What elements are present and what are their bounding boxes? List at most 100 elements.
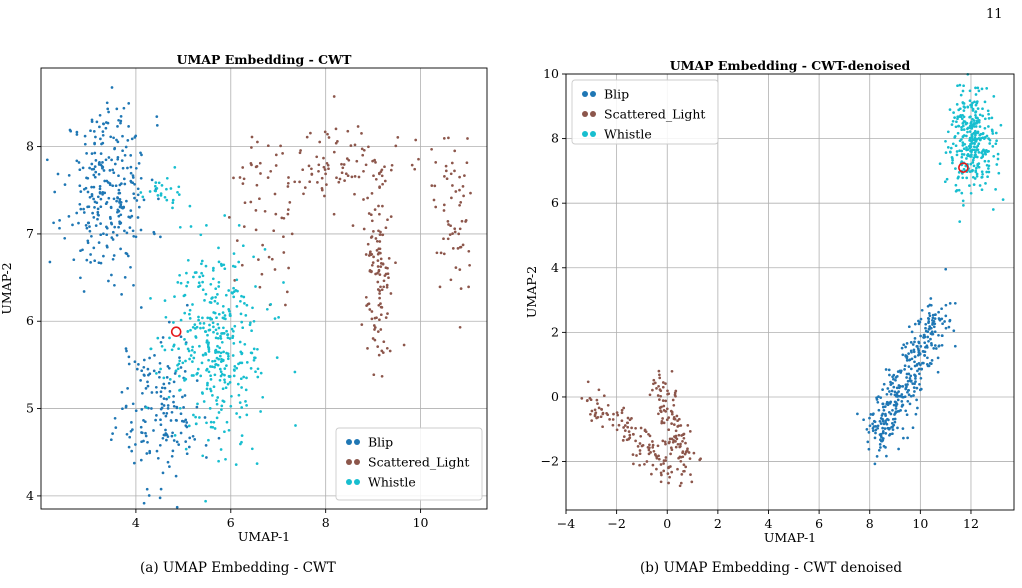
data-point: [966, 153, 969, 157]
data-point: [941, 322, 944, 326]
data-point: [638, 452, 642, 456]
data-point: [991, 145, 995, 148]
data-point: [237, 260, 241, 264]
data-point: [650, 472, 653, 476]
data-point: [136, 193, 140, 197]
data-point: [92, 197, 95, 201]
data-point: [56, 172, 60, 176]
data-point: [372, 230, 375, 233]
data-point: [881, 431, 885, 435]
data-point: [878, 419, 882, 423]
data-point: [219, 334, 222, 338]
data-point: [99, 205, 103, 209]
data-point: [888, 390, 891, 393]
data-point: [117, 225, 120, 229]
data-point: [323, 168, 327, 171]
data-point: [171, 206, 174, 210]
data-point: [115, 138, 118, 142]
data-point: [344, 172, 348, 176]
data-point: [930, 332, 934, 336]
data-point: [446, 237, 450, 241]
data-point: [590, 419, 594, 422]
data-point: [877, 395, 880, 398]
data-point: [232, 374, 236, 378]
data-point: [217, 246, 220, 250]
data-point: [211, 296, 214, 299]
data-point: [903, 364, 907, 368]
data-point: [81, 248, 84, 252]
data-point: [176, 367, 180, 371]
data-point: [880, 435, 883, 439]
data-point: [664, 410, 668, 413]
data-point: [907, 325, 911, 329]
data-point: [201, 274, 205, 278]
data-point: [661, 381, 665, 384]
data-point: [189, 328, 192, 332]
x-tick-label: −4: [557, 516, 575, 531]
data-point: [52, 221, 55, 225]
data-point: [380, 174, 384, 178]
data-point: [266, 144, 270, 148]
data-point: [905, 413, 909, 417]
data-point: [373, 328, 376, 331]
data-point: [184, 440, 188, 443]
data-point: [191, 325, 195, 329]
data-point: [448, 233, 452, 236]
data-point: [115, 233, 119, 237]
data-point: [212, 266, 215, 270]
data-point: [394, 261, 397, 265]
data-point: [640, 444, 644, 448]
data-point: [92, 185, 96, 189]
data-point: [994, 131, 998, 135]
data-point: [651, 388, 654, 392]
data-point: [163, 386, 167, 390]
data-point: [204, 264, 208, 268]
data-point: [682, 463, 686, 467]
data-point: [165, 198, 169, 202]
data-point: [164, 432, 168, 435]
data-point: [674, 434, 678, 438]
data-point: [139, 306, 143, 309]
data-point: [670, 369, 674, 373]
data-point: [126, 387, 129, 390]
data-point: [970, 136, 974, 140]
data-point: [274, 212, 278, 216]
data-point: [644, 430, 648, 434]
data-point: [940, 334, 944, 338]
data-point: [988, 138, 992, 142]
data-point: [438, 285, 442, 289]
data-point: [933, 313, 937, 317]
data-point: [911, 426, 915, 430]
data-point: [926, 335, 930, 339]
data-point: [659, 471, 663, 475]
data-point: [122, 106, 126, 110]
data-point: [907, 393, 911, 397]
data-point: [82, 187, 86, 191]
data-point: [666, 472, 670, 475]
data-point: [202, 400, 206, 403]
legend-box: [335, 427, 483, 501]
data-point: [896, 426, 899, 430]
data-point: [884, 432, 888, 435]
data-point: [238, 340, 242, 344]
data-point: [325, 161, 329, 165]
data-point: [96, 207, 100, 211]
data-point: [971, 101, 974, 105]
data-point: [468, 263, 471, 267]
data-point: [194, 271, 198, 274]
data-point: [962, 204, 965, 207]
data-point: [85, 152, 88, 155]
data-point: [362, 169, 365, 173]
data-point: [196, 402, 199, 406]
data-point: [177, 347, 180, 351]
data-point: [105, 225, 108, 229]
data-point: [179, 281, 183, 285]
data-point: [908, 376, 912, 380]
data-point: [667, 416, 671, 419]
x-axis-label: UMAP-1: [764, 530, 816, 545]
data-point: [219, 448, 223, 451]
data-point: [980, 176, 984, 179]
data-point: [389, 292, 393, 295]
data-point: [623, 424, 627, 427]
data-point: [648, 434, 652, 438]
